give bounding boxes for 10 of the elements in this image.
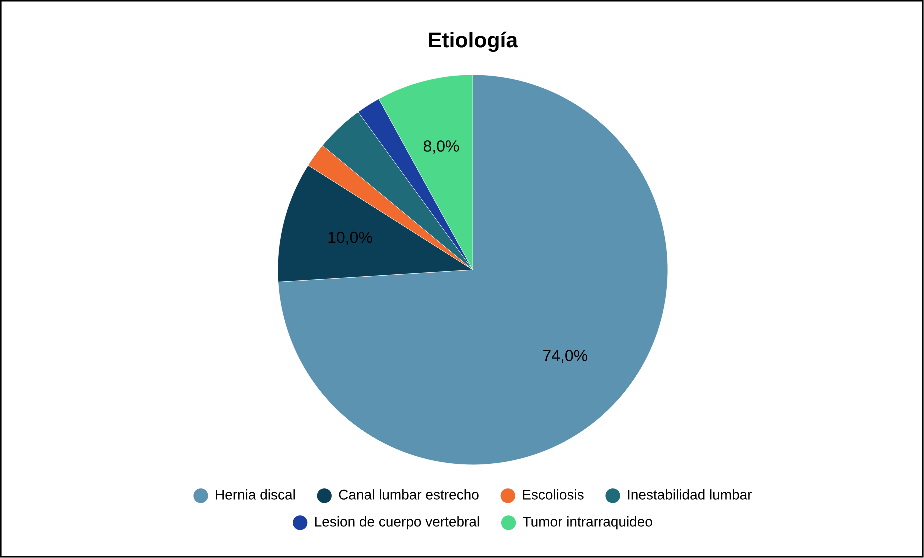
legend-label: Tumor intrarraquideo	[523, 516, 652, 530]
legend-label: Inestabilidad lumbar	[628, 490, 752, 500]
legend-label: Lesion de cuerpo vertebral	[316, 516, 480, 530]
legend-label: Canal lumbar estrecho	[339, 490, 479, 500]
legend-label: Hernia discal	[216, 490, 295, 500]
legend-label: Escoliosis	[523, 490, 584, 500]
data-label: 74,0%	[544, 350, 588, 364]
data-label: 10,0%	[328, 232, 372, 246]
chart-title: Etiología	[429, 32, 518, 52]
data-label: 8,0%	[424, 140, 460, 154]
